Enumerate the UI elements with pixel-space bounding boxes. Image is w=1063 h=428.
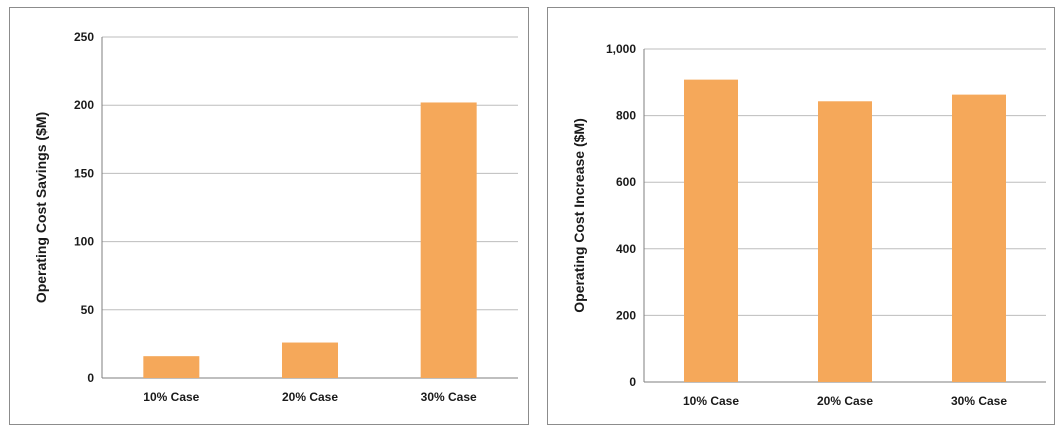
y-tick-label: 1,000 — [606, 42, 636, 56]
bar — [143, 356, 200, 378]
bar — [952, 94, 1006, 382]
x-tick-label: 30% Case — [951, 394, 1007, 408]
x-tick-label: 30% Case — [421, 390, 477, 404]
bar — [282, 342, 338, 378]
chart-increase: 0 200 400 600 800 1,000 10% Case 20% Case 30% Ca… — [571, 42, 1046, 408]
chart-panel-increase: 0 200 400 600 800 1,000 10% Case 20% Case 30% Ca… — [547, 7, 1055, 425]
chart-savings: 0 50 100 150 200 250 10% Case 20% Case 30% Case O… — [33, 30, 518, 404]
y-axis-label: Operating Cost Savings ($M) — [33, 112, 49, 303]
y-tick-label: 150 — [74, 166, 94, 180]
y-axis-label: Operating Cost Increase ($M) — [571, 118, 587, 313]
x-tick-label: 10% Case — [683, 394, 739, 408]
bar — [420, 102, 477, 379]
y-tick-label: 250 — [74, 30, 94, 44]
chart-panel-savings: 0 50 100 150 200 250 10% Case 20% Case 30% Case O… — [9, 7, 529, 425]
y-tick-label: 200 — [74, 98, 94, 112]
y-tick-label: 50 — [81, 303, 95, 317]
y-tick-label: 800 — [616, 109, 636, 123]
x-tick-label: 20% Case — [817, 394, 873, 408]
y-tick-label: 100 — [74, 235, 94, 249]
y-tick-label: 600 — [616, 175, 636, 189]
bar — [818, 101, 872, 382]
bar — [684, 79, 738, 383]
y-tick-label: 0 — [87, 371, 94, 385]
y-tick-label: 0 — [629, 375, 636, 389]
y-tick-label: 400 — [616, 242, 636, 256]
y-tick-label: 200 — [616, 308, 636, 322]
x-tick-label: 10% Case — [143, 390, 199, 404]
x-tick-label: 20% Case — [282, 390, 338, 404]
